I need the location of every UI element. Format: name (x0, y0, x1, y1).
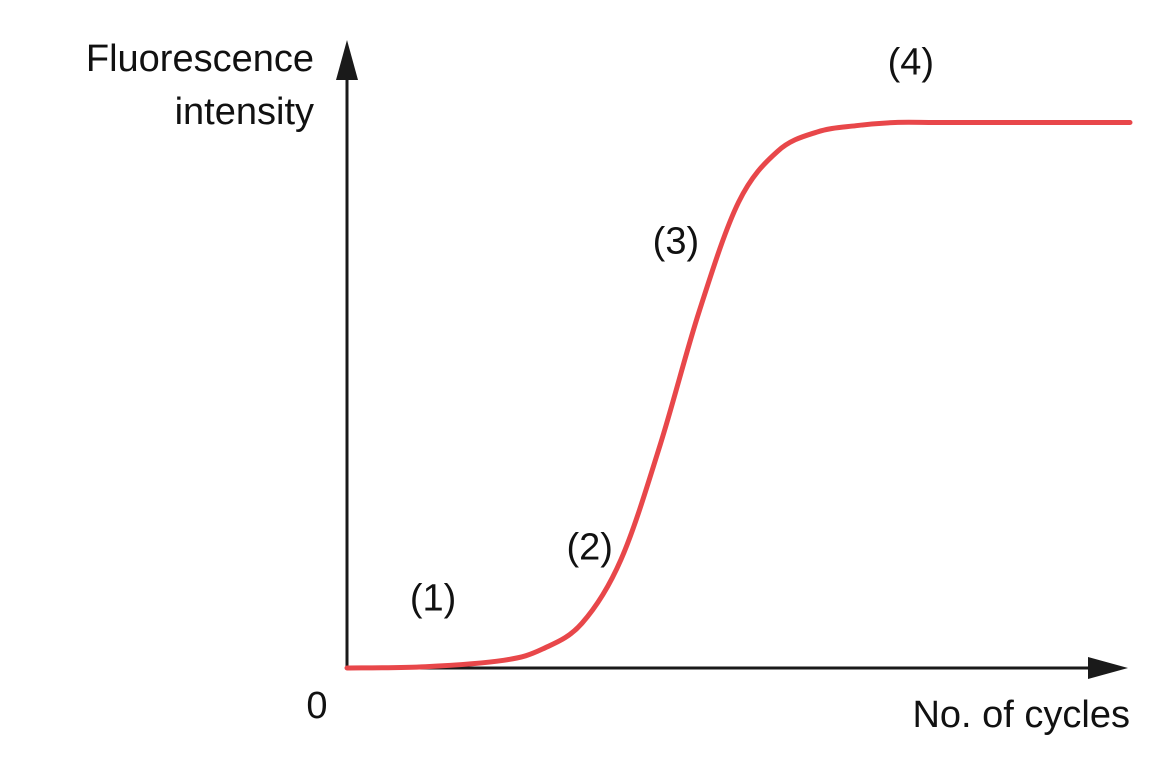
x-axis-title: No. of cycles (912, 694, 1130, 736)
x-axis-arrowhead (1088, 657, 1128, 679)
phase-label-4: (4) (888, 42, 934, 84)
y-axis-title: Fluorescence intensity (86, 38, 314, 133)
phase-label-1: (1) (410, 578, 456, 620)
phase-label-3: (3) (653, 220, 699, 262)
y-axis-arrowhead (336, 40, 358, 80)
y-axis-title-line-2: intensity (175, 91, 314, 133)
fluorescence-curve (344, 119, 1133, 671)
origin-label: 0 (306, 685, 327, 727)
annotations: (1) (2) (3) (4) (410, 42, 934, 620)
phase-label-2: (2) (566, 527, 612, 569)
y-axis-title-line-1: Fluorescence (86, 38, 314, 80)
